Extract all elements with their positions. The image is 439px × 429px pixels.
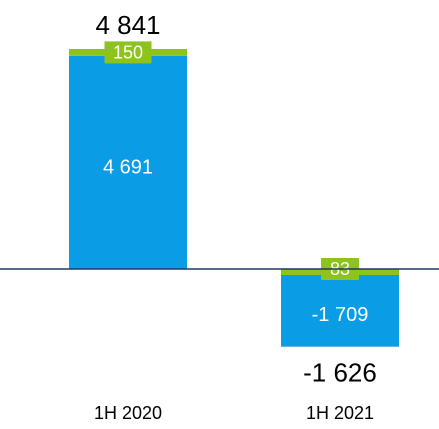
total-label-2: -1 626 <box>303 358 377 388</box>
category-label-1: 1H 2020 <box>94 403 162 423</box>
main-value-label-1: 4 691 <box>103 157 153 179</box>
main-value-label-2: -1 709 <box>312 304 369 326</box>
top-value-label-1: 150 <box>113 42 143 62</box>
category-label-2: 1H 2021 <box>306 403 374 423</box>
top-value-box-1 <box>104 41 152 64</box>
total-label-1: 4 841 <box>95 10 160 40</box>
bar-segment-main-2 <box>281 269 399 347</box>
bar-segment-main-1 <box>69 55 187 269</box>
